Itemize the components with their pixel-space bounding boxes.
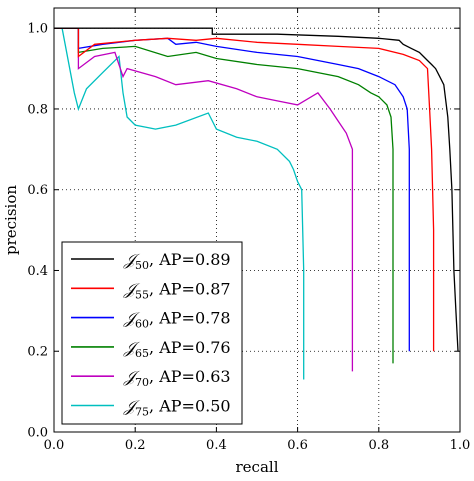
grid-lines: [54, 8, 460, 432]
legend-subscript: 75: [135, 406, 149, 419]
legend-subscript: 50: [135, 259, 149, 272]
legend-label-60: 𝒥60, AP=0.78: [123, 309, 231, 331]
series-line-75: [54, 27, 305, 380]
legend-subscript: 70: [135, 376, 149, 389]
plot-frame: [53, 7, 461, 433]
legend-subscript: 55: [135, 288, 149, 301]
x-tick-label: 0.0: [44, 438, 65, 453]
legend-label-50: 𝒥50, AP=0.89: [123, 250, 231, 272]
legend-ap: , AP=0.50: [149, 397, 231, 416]
legend-ap: , AP=0.87: [149, 279, 231, 298]
x-axis-label: recall: [236, 458, 279, 476]
legend-ap: , AP=0.89: [149, 250, 231, 269]
y-tick-label: 0.2: [27, 345, 48, 360]
axis-ticks: 0.0 0.2 0.4 0.6 0.8 1.0 0.0 0.2 0.4 0.6 0.8 1.0: [27, 8, 470, 453]
y-tick-label: 1.0: [27, 22, 48, 37]
legend-box: [61, 241, 243, 425]
y-tick-label: 0.0: [27, 426, 48, 441]
series-line-65: [54, 27, 394, 364]
series-lines: [54, 27, 459, 380]
x-tick-label: 0.8: [368, 438, 389, 453]
series-line-55: [54, 27, 435, 352]
legend-subscript: 60: [135, 318, 149, 331]
legend-ap: , AP=0.78: [149, 309, 231, 328]
x-tick-label: 1.0: [450, 438, 471, 453]
x-tick-label: 0.6: [287, 438, 308, 453]
series-line-70: [54, 27, 354, 372]
series-line-60: [54, 27, 410, 352]
y-tick-label: 0.8: [27, 102, 48, 117]
series-line-50: [54, 27, 459, 352]
x-tick-label: 0.4: [206, 438, 227, 453]
y-tick-label: 0.4: [27, 264, 48, 279]
legend-ap: , AP=0.76: [149, 338, 231, 357]
x-tick-label: 0.2: [125, 438, 146, 453]
legend-ap: , AP=0.63: [149, 367, 231, 386]
legend-subscript: 65: [135, 347, 149, 360]
y-tick-label: 0.6: [27, 183, 48, 198]
y-axis-label: precision: [2, 185, 20, 255]
